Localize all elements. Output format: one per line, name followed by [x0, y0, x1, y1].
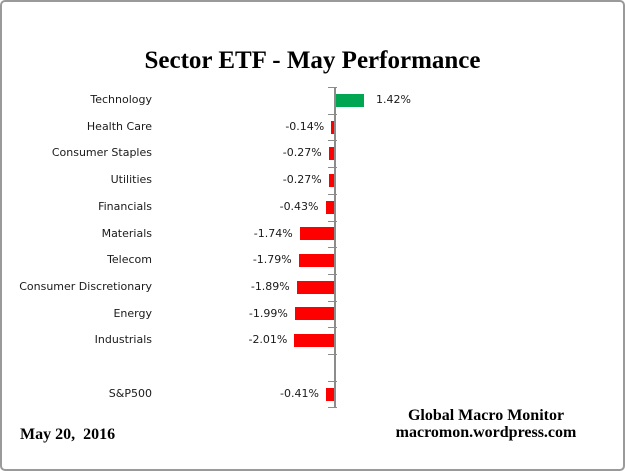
axis-tick: [328, 327, 337, 329]
axis-tick: [328, 407, 337, 409]
category-label: Utilities: [110, 173, 152, 187]
negative-bar: [328, 147, 334, 161]
footer-source: Global Macro Monitor macromon.wordpress.…: [380, 407, 592, 441]
axis-tick: [328, 220, 337, 222]
value-label: -1.79%: [252, 253, 292, 267]
category-label: Health Care: [86, 119, 152, 133]
category-label: Financials: [98, 199, 152, 213]
axis-tick: [328, 247, 337, 249]
category-label: Energy: [113, 306, 152, 320]
category-label: Telecom: [107, 253, 152, 267]
negative-bar: [296, 280, 334, 294]
category-label: Technology: [90, 93, 152, 106]
value-label: -0.27%: [282, 146, 322, 160]
value-label: -0.14%: [285, 119, 325, 133]
value-label: -1.99%: [248, 306, 288, 320]
value-label: -0.27%: [282, 173, 322, 187]
value-label: -1.89%: [250, 279, 290, 293]
negative-bar: [325, 387, 334, 401]
category-label: Consumer Discretionary: [19, 279, 152, 293]
category-label: Industrials: [94, 333, 152, 347]
value-label: -1.74%: [253, 226, 293, 240]
footer-source-url: macromon.wordpress.com: [395, 424, 577, 441]
axis-tick: [328, 354, 337, 355]
chart-title: Sector ETF - May Performance: [144, 46, 481, 74]
value-label: -2.01%: [248, 333, 288, 347]
category-label: Materials: [101, 226, 152, 240]
negative-bar: [328, 173, 334, 187]
axis-tick: [328, 300, 337, 302]
negative-bar: [331, 120, 334, 134]
negative-bar: [298, 254, 334, 268]
value-label: -0.41%: [280, 386, 319, 400]
category-label: S&P500: [108, 386, 152, 400]
footer-source-name: Global Macro Monitor: [407, 407, 565, 424]
footer-date: May 20, 2016: [20, 426, 116, 443]
axis-tick: [328, 380, 337, 382]
negative-bar: [294, 307, 334, 321]
axis-tick: [328, 273, 337, 275]
value-label: -0.43%: [279, 199, 319, 213]
category-label: Consumer Staples: [51, 146, 152, 160]
negative-bar: [325, 200, 334, 214]
axis-tick: [328, 193, 337, 195]
negative-bar: [294, 334, 334, 348]
value-label: 1.42%: [375, 93, 411, 106]
axis-tick: [328, 87, 337, 88]
axis-tick: [328, 167, 337, 169]
axis-tick: [328, 113, 337, 115]
negative-bar: [299, 227, 334, 241]
axis-tick: [328, 140, 337, 142]
positive-bar: [336, 93, 364, 107]
